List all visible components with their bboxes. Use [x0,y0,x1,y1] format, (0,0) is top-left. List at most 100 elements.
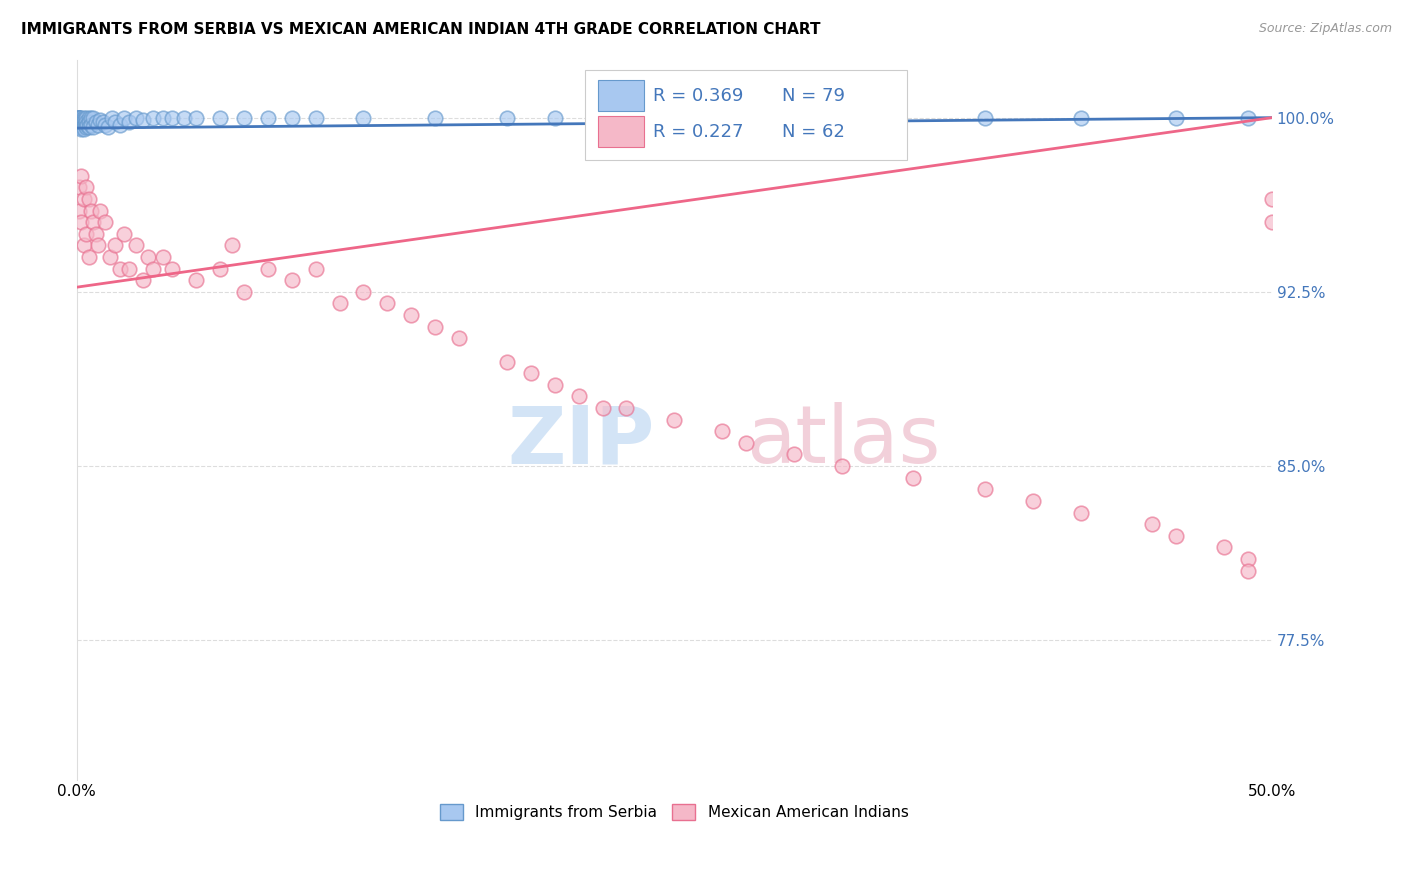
Point [1237,552,1260,566]
Point [77,120,100,134]
Text: R = 0.227: R = 0.227 [652,122,744,141]
Text: ZIP: ZIP [508,402,654,480]
Point [73,238,96,252]
Point [1070,111,1092,125]
Point [132,113,155,128]
Point [568,389,591,403]
Point [87,118,110,132]
Point [75,227,97,241]
Point [89,203,111,218]
Point [73,120,96,134]
FancyBboxPatch shape [598,79,644,112]
Point [142,261,165,276]
Point [1237,111,1260,125]
Point [280,111,302,125]
Point [73,192,96,206]
Point [664,412,686,426]
Text: R = 0.369: R = 0.369 [652,87,744,104]
FancyBboxPatch shape [598,116,644,147]
Point [544,111,567,125]
Point [67,111,90,125]
Point [75,180,97,194]
Point [831,111,853,125]
Point [66,111,89,125]
Point [77,250,100,264]
Point [91,115,114,129]
Point [87,238,110,252]
Point [132,273,155,287]
Point [73,113,96,128]
Point [184,273,207,287]
Point [69,113,91,128]
Point [70,118,93,132]
Point [75,111,97,125]
Point [73,118,96,132]
Point [1142,517,1164,532]
Point [67,203,90,218]
Point [75,115,97,129]
Point [67,113,90,128]
Point [67,115,90,129]
Point [496,111,519,125]
Point [80,118,103,132]
Point [70,115,93,129]
Point [304,111,326,125]
Point [1166,111,1188,125]
Point [70,122,93,136]
Point [173,111,195,125]
Point [73,111,96,125]
Point [73,122,96,136]
Point [80,111,103,125]
Point [592,401,614,415]
Point [136,250,159,264]
Point [328,296,350,310]
Point [592,111,614,125]
Point [974,483,997,497]
Point [544,377,567,392]
Point [125,111,148,125]
Point [70,120,93,134]
Point [142,111,165,125]
Point [89,113,111,128]
Point [735,435,758,450]
Point [831,458,853,473]
Point [98,250,121,264]
Point [112,111,135,125]
Point [76,118,98,132]
Point [94,215,117,229]
Point [108,261,131,276]
Point [232,285,254,299]
Point [72,115,94,129]
Point [84,227,107,241]
Point [375,296,398,310]
Point [1022,494,1045,508]
Point [67,111,90,125]
Point [232,111,254,125]
Point [67,120,90,134]
Point [69,113,91,128]
Point [80,203,103,218]
Point [280,273,302,287]
Point [67,111,90,125]
Point [399,308,422,322]
Point [974,111,997,125]
Point [97,120,120,134]
Point [1261,192,1284,206]
Point [208,111,231,125]
Point [160,111,183,125]
Point [73,118,96,132]
Point [118,261,141,276]
Point [1261,215,1284,229]
Point [425,319,447,334]
Point [82,120,104,134]
Point [711,424,734,438]
Point [70,113,93,128]
Text: IMMIGRANTS FROM SERBIA VS MEXICAN AMERICAN INDIAN 4TH GRADE CORRELATION CHART: IMMIGRANTS FROM SERBIA VS MEXICAN AMERIC… [21,22,821,37]
Point [256,261,278,276]
Point [77,111,100,125]
Point [256,111,278,125]
Point [352,285,374,299]
Point [118,115,141,129]
Point [67,113,90,128]
Point [70,169,93,183]
